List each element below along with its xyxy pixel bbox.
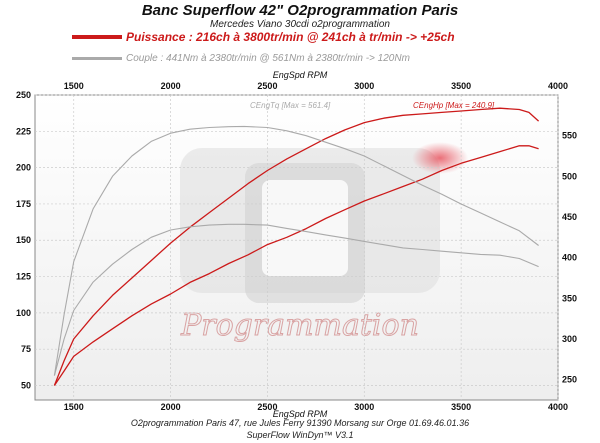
- series-torque-tuned-line: [53, 125, 539, 376]
- legend-torque-label: Couple : 441Nm à 2380tr/min @ 561Nm à 23…: [126, 52, 410, 64]
- y-tick-label-right: 250: [562, 375, 577, 385]
- x-tick-label-top: 2000: [161, 81, 181, 91]
- y-tick-label-right: 550: [562, 131, 577, 141]
- x-axis-title-bottom: EngSpd RPM: [272, 409, 328, 419]
- series-torque-stock-line: [53, 223, 539, 376]
- y-tick-label-right: 450: [562, 212, 577, 222]
- y-tick-label-left: 125: [16, 272, 31, 282]
- svg-text:Programmation: Programmation: [180, 308, 419, 343]
- x-tick-label-bottom: 3000: [354, 402, 374, 412]
- legend-torque: Couple : 441Nm à 2380tr/min @ 561Nm à 23…: [72, 51, 410, 65]
- y-tick-label-left: 175: [16, 199, 31, 209]
- x-tick-label-top: 1500: [64, 81, 84, 91]
- x-tick-label-top: 4000: [548, 81, 568, 91]
- logo-watermark: Programmation: [180, 148, 440, 344]
- x-tick-label-top: 3000: [354, 81, 374, 91]
- y-tick-label-left: 50: [21, 380, 31, 390]
- y-tick-label-left: 250: [16, 90, 31, 100]
- legend-power-swatch: [72, 35, 122, 39]
- y-tick-label-right: 350: [562, 293, 577, 303]
- y-tick-label-left: 100: [16, 308, 31, 318]
- x-axis-title-top: EngSpd RPM: [272, 70, 328, 80]
- x-tick-label-bottom: 2500: [257, 402, 277, 412]
- footer-software: SuperFlow WinDyn™ V3.1: [246, 430, 354, 440]
- chart-subtitle: Mercedes Viano 30cdi o2programmation: [210, 19, 390, 30]
- x-tick-label-bottom: 1500: [64, 402, 84, 412]
- y-tick-label-right: 500: [562, 171, 577, 181]
- x-tick-label-top: 2500: [257, 81, 277, 91]
- y-tick-label-right: 400: [562, 253, 577, 263]
- footer-address: O2programmation Paris 47, rue Jules Ferr…: [130, 418, 470, 428]
- series-power-stock-line: [53, 145, 539, 386]
- legend-power: Puissance : 216ch à 3800tr/min @ 241ch à…: [72, 30, 455, 44]
- x-tick-label-bottom: 2000: [161, 402, 181, 412]
- series-power-tuned-line: [53, 107, 540, 386]
- x-tick-label-bottom: 4000: [548, 402, 568, 412]
- y-tick-label-left: 225: [16, 126, 31, 136]
- peak-glow: [412, 142, 468, 174]
- legend-torque-swatch: [72, 56, 122, 60]
- x-tick-label-bottom: 3500: [451, 402, 471, 412]
- y-tick-label-left: 150: [16, 235, 31, 245]
- y-tick-label-left: 200: [16, 163, 31, 173]
- legend-power-label: Puissance : 216ch à 3800tr/min @ 241ch à…: [126, 30, 455, 44]
- annotation-torque-max: CEngTq [Max = 561.4]: [250, 101, 331, 110]
- chart-title: Banc Superflow 42" O2programmation Paris: [141, 2, 459, 19]
- y-tick-label-right: 300: [562, 334, 577, 344]
- annotation-power-max: CEngHp [Max = 240.9]: [413, 101, 495, 110]
- y-tick-label-left: 75: [21, 344, 31, 354]
- x-tick-label-top: 3500: [451, 81, 471, 91]
